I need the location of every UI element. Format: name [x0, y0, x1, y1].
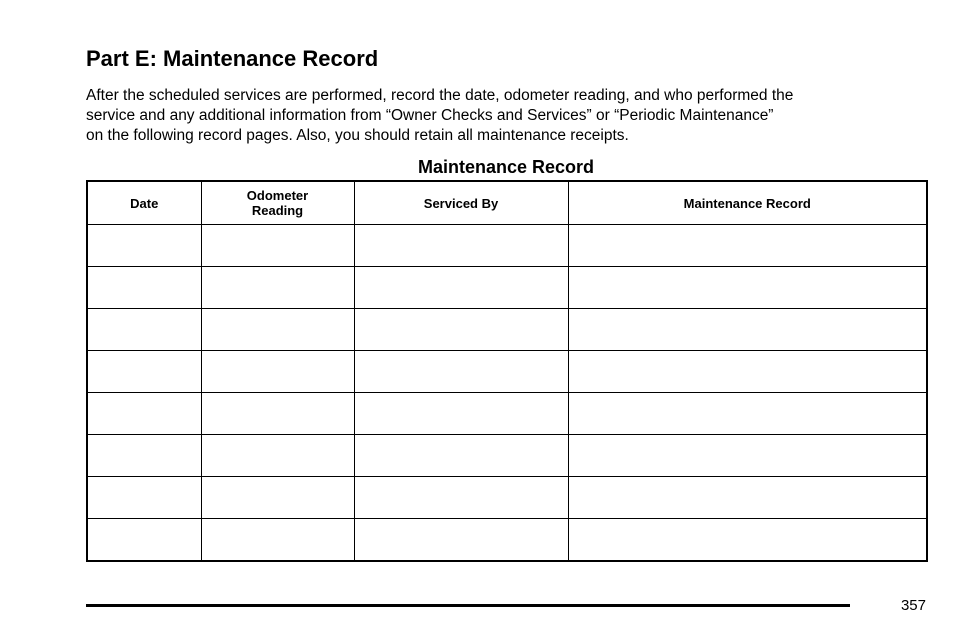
page-heading: Part E: Maintenance Record: [86, 46, 379, 71]
column-header-label: Date: [130, 195, 159, 211]
table-cell[interactable]: [86, 308, 202, 351]
table-row: [86, 266, 928, 309]
table-cell[interactable]: [86, 476, 202, 519]
table-cell[interactable]: [200, 224, 355, 267]
table-body: [86, 224, 928, 562]
table-cell[interactable]: [353, 392, 569, 435]
intro-paragraph: After the scheduled services are perform…: [86, 86, 936, 146]
table-cell[interactable]: [567, 434, 928, 477]
table-cell[interactable]: [353, 224, 569, 267]
table-row: [86, 308, 928, 351]
column-header-label: Reading: [251, 203, 304, 218]
table-cell[interactable]: [200, 518, 355, 562]
table-cell[interactable]: [567, 266, 928, 309]
table-cell[interactable]: [200, 476, 355, 519]
column-header-label: Odometer: [246, 188, 309, 203]
table-cell[interactable]: [567, 224, 928, 267]
table-cell[interactable]: [353, 266, 569, 309]
table-cell[interactable]: [200, 434, 355, 477]
table-title: Maintenance Record: [417, 157, 595, 177]
table-cell[interactable]: [567, 392, 928, 435]
table-row: [86, 434, 928, 477]
table-row: [86, 350, 928, 393]
intro-line: on the following record pages. Also, you…: [86, 127, 629, 144]
table-cell[interactable]: [353, 518, 569, 562]
table-cell[interactable]: [353, 476, 569, 519]
column-header-maintenance-record: Maintenance Record: [567, 180, 928, 225]
footer-rule: [86, 604, 850, 607]
table-cell[interactable]: [86, 518, 202, 562]
page-number: 357: [900, 597, 926, 614]
table-cell[interactable]: [200, 266, 355, 309]
table-cell[interactable]: [86, 266, 202, 309]
table-cell[interactable]: [86, 224, 202, 267]
intro-line: After the scheduled services are perform…: [86, 87, 794, 104]
column-header-label: Serviced By: [423, 195, 499, 211]
table-cell[interactable]: [200, 392, 355, 435]
column-header-label: Maintenance Record: [683, 195, 811, 211]
column-header-odometer-reading: Odometer Reading: [200, 180, 355, 225]
maintenance-record-table: Date Odometer Reading Serviced By Mainte…: [86, 180, 928, 562]
table-row: [86, 392, 928, 435]
table-cell[interactable]: [567, 350, 928, 393]
table-cell[interactable]: [200, 350, 355, 393]
table-row: [86, 224, 928, 267]
table-cell[interactable]: [567, 308, 928, 351]
table-cell[interactable]: [567, 518, 928, 562]
table-cell[interactable]: [86, 434, 202, 477]
table-row: [86, 518, 928, 562]
table-cell[interactable]: [86, 350, 202, 393]
table-row: [86, 476, 928, 519]
table-cell[interactable]: [200, 308, 355, 351]
column-header-date: Date: [86, 180, 202, 225]
column-header-serviced-by: Serviced By: [353, 180, 569, 225]
table-cell[interactable]: [353, 350, 569, 393]
table-cell[interactable]: [567, 476, 928, 519]
table-cell[interactable]: [353, 308, 569, 351]
table-header-row: Date Odometer Reading Serviced By Mainte…: [86, 180, 928, 225]
table-cell[interactable]: [353, 434, 569, 477]
intro-line: service and any additional information f…: [86, 107, 774, 124]
table-cell[interactable]: [86, 392, 202, 435]
